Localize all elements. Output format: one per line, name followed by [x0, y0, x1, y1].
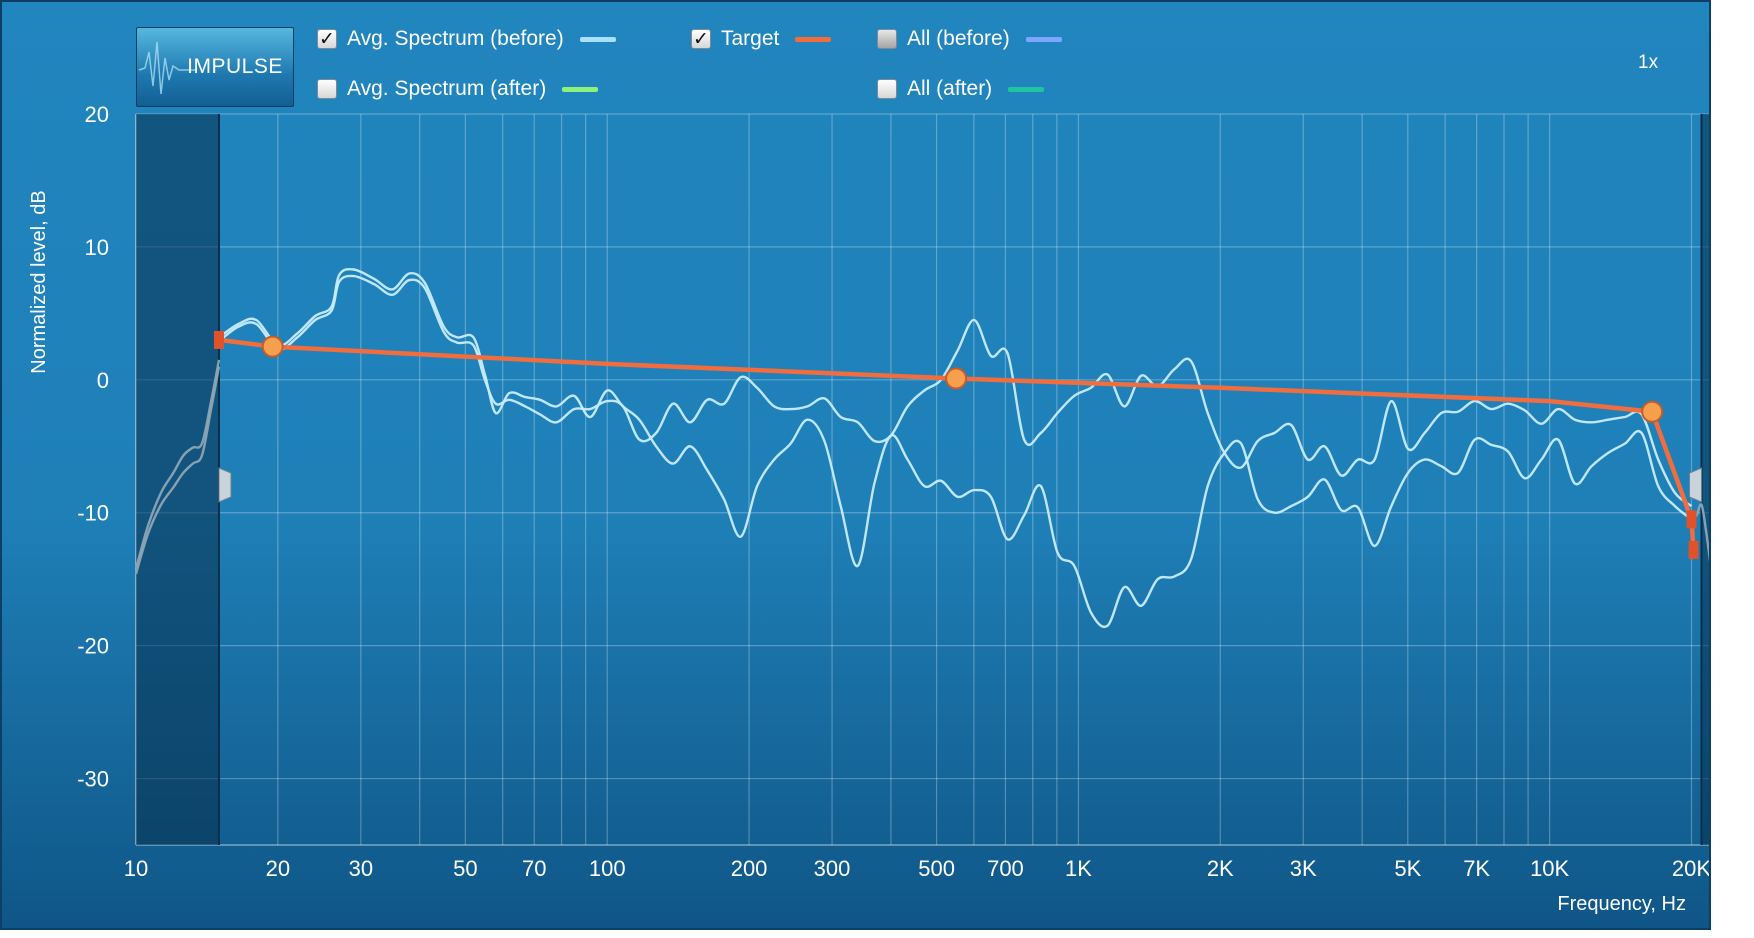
x-tick-label: 3K — [1290, 856, 1317, 881]
all-before-checkbox[interactable] — [877, 29, 897, 49]
x-tick-label: 100 — [589, 856, 626, 881]
avg-spectrum-before-swatch — [579, 36, 616, 42]
high-range-drag-handle — [1688, 467, 1702, 503]
target-control-point[interactable] — [261, 335, 284, 358]
all-after-swatch — [1008, 86, 1045, 92]
y-tick-label: 10 — [85, 235, 109, 260]
target-edge-handle[interactable] — [1686, 510, 1697, 529]
x-tick-label: 50 — [453, 856, 477, 881]
y-tick-label: 0 — [97, 368, 109, 393]
avg-spectrum-after-label: Avg. Spectrum (after) — [347, 77, 547, 100]
legend-all-after[interactable]: All (after) — [877, 77, 1045, 101]
frequency-response-chart[interactable]: 10 20 30 50 70 100 200 300 500 700 1K 2K 3K 5K 7K 10K 20… — [2, 2, 1711, 930]
x-tick-label: 20K — [1672, 856, 1711, 881]
legend-avg-spectrum-before[interactable]: ✓ Avg. Spectrum (before) — [317, 27, 616, 51]
y-tick-label: -30 — [77, 767, 109, 792]
target-label: Target — [721, 27, 780, 50]
target-edge-handle[interactable] — [213, 330, 224, 349]
all-before-label: All (before) — [907, 27, 1010, 50]
excluded-range-shading — [136, 114, 1709, 845]
avg-spectrum-after-swatch — [562, 86, 599, 92]
x-tick-label: 5K — [1394, 856, 1421, 881]
impulse-button[interactable]: IMPULSE — [136, 27, 294, 107]
target-swatch — [795, 36, 832, 42]
target-curve — [218, 337, 1696, 551]
x-tick-label: 300 — [814, 856, 851, 881]
y-tick-label: 20 — [85, 102, 109, 127]
all-after-checkbox[interactable] — [877, 79, 897, 99]
waveform-icon — [138, 41, 197, 95]
excluded-range-high — [1701, 114, 1709, 845]
avg-spectrum-before-checkbox[interactable]: ✓ — [317, 29, 337, 49]
legend-all-before[interactable]: All (before) — [877, 27, 1062, 51]
x-tick-label: 200 — [731, 856, 768, 881]
axes: 10 20 30 50 70 100 200 300 500 700 1K 2K 3K 5K 7K 10K 20… — [28, 102, 1711, 915]
avg-spectrum-before-label: Avg. Spectrum (before) — [347, 27, 564, 50]
x-tick-label: 1K — [1065, 856, 1092, 881]
eq-spectrum-panel: 10 20 30 50 70 100 200 300 500 700 1K 2K 3K 5K 7K 10K 20… — [0, 0, 1711, 930]
spectrum-curve — [134, 359, 221, 569]
all-after-label: All (after) — [907, 77, 993, 100]
x-tick-label: 2K — [1207, 856, 1234, 881]
y-tick-label: -20 — [77, 634, 109, 659]
target-markers[interactable] — [213, 330, 1699, 559]
spectrum-curve — [134, 366, 221, 575]
y-tick-label: -10 — [77, 501, 109, 526]
series — [134, 267, 1709, 628]
legend-avg-spectrum-after[interactable]: Avg. Spectrum (after) — [317, 77, 599, 101]
x-tick-label: 20 — [266, 856, 290, 881]
target-control-point[interactable] — [1641, 400, 1664, 423]
grid — [135, 113, 1709, 846]
x-tick-label: 700 — [987, 856, 1024, 881]
x-tick-label: 30 — [349, 856, 373, 881]
impulse-button-label: IMPULSE — [187, 55, 283, 78]
target-checkbox[interactable]: ✓ — [691, 29, 711, 49]
spectrum-curve — [218, 267, 1693, 628]
x-tick-label: 7K — [1463, 856, 1490, 881]
x-tick-label: 10K — [1530, 856, 1569, 881]
x-tick-label: 10 — [124, 856, 148, 881]
legend-target[interactable]: ✓ Target — [691, 27, 832, 51]
all-before-swatch — [1025, 36, 1062, 42]
spectrum-curve — [218, 274, 1693, 508]
x-tick-label: 500 — [918, 856, 955, 881]
y-axis-title: Normalized level, dB — [28, 190, 50, 373]
target-edge-handle[interactable] — [1688, 540, 1699, 559]
target-control-point[interactable] — [945, 367, 968, 390]
x-axis-title: Frequency, Hz — [1557, 893, 1686, 915]
avg-spectrum-after-checkbox[interactable] — [317, 79, 337, 99]
low-range-drag-handle — [218, 467, 232, 503]
x-tick-label: 70 — [522, 856, 546, 881]
zoom-level[interactable]: 1x — [1638, 52, 1659, 73]
